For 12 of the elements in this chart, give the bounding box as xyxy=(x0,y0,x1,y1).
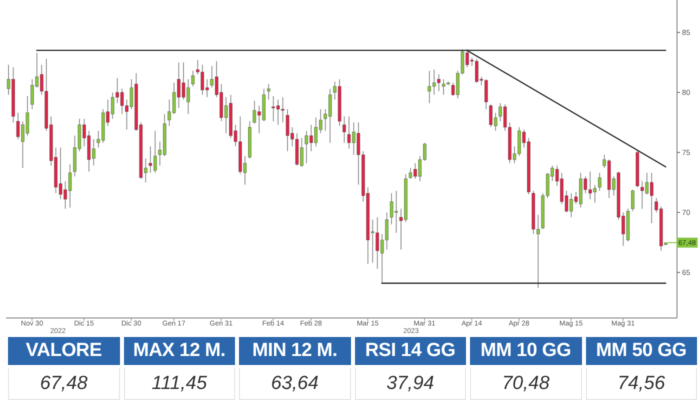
text: 70,48 xyxy=(470,368,582,400)
text: 74,56 xyxy=(586,368,697,400)
text: 63,64 xyxy=(239,368,350,400)
category-label: MIN 12 M. xyxy=(239,337,350,365)
category-label: MAX 12 M. xyxy=(124,337,235,365)
category-label: RSI 14 GG xyxy=(354,337,466,365)
text: 67,48 xyxy=(8,368,120,400)
text: 111,45 xyxy=(124,368,235,400)
text: 37,94 xyxy=(354,368,466,400)
category-label: MM 10 GG xyxy=(470,337,582,365)
category-label: MM 50 GG xyxy=(586,337,697,365)
category-label: VALORE xyxy=(8,337,120,365)
